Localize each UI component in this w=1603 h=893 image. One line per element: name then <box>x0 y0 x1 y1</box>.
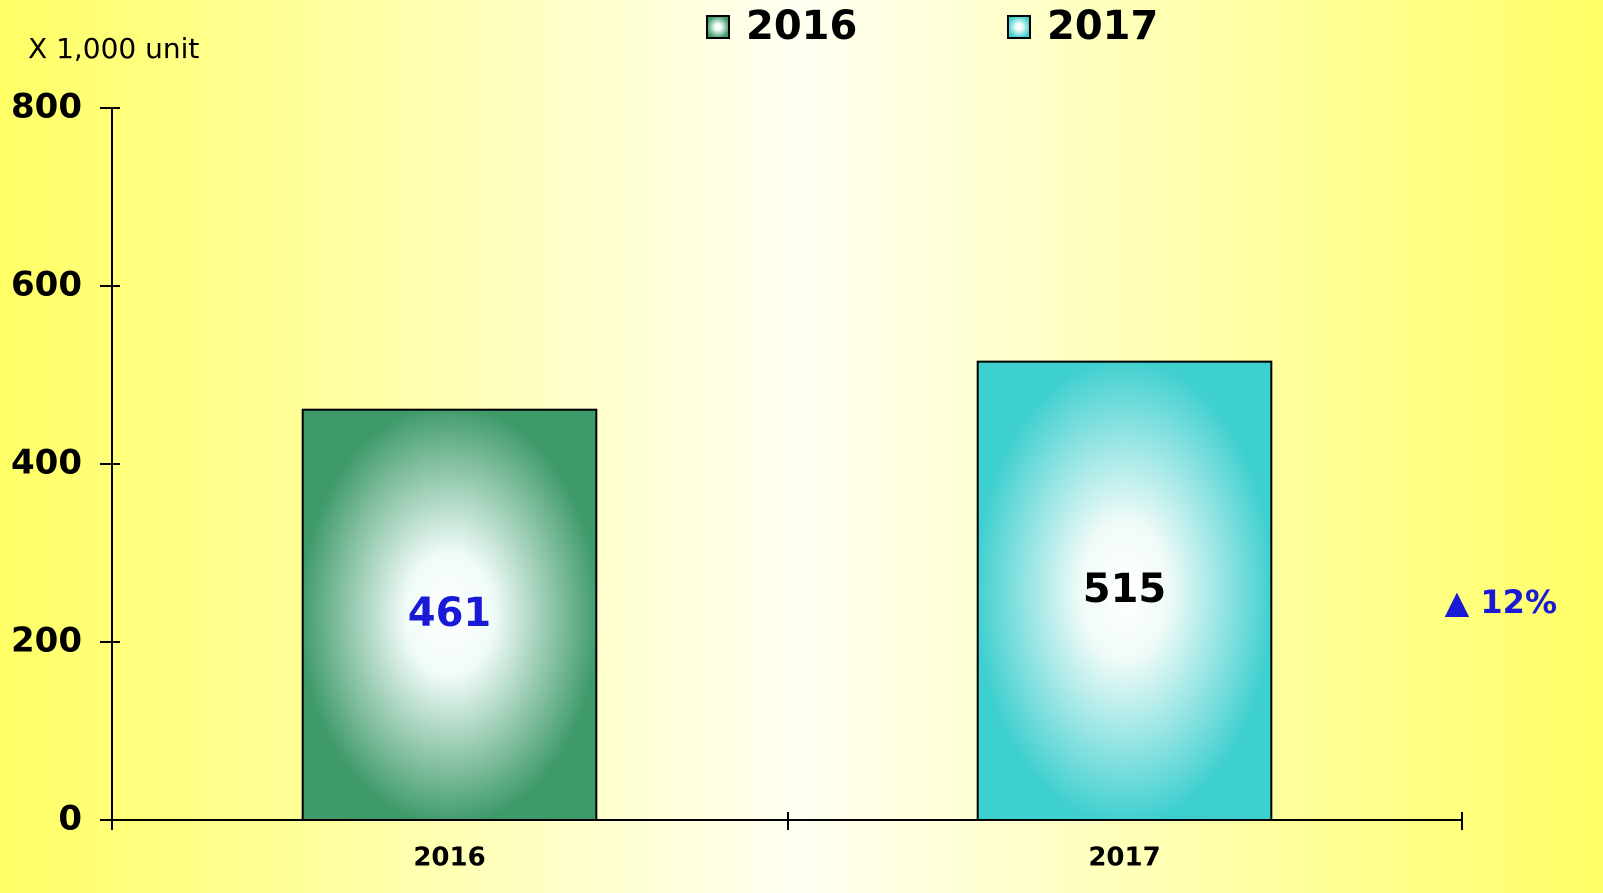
data-label: 515 <box>1083 566 1167 612</box>
y-axis-label: X 1,000 unit <box>28 32 199 65</box>
legend-swatch <box>1007 15 1031 39</box>
bar <box>976 360 1273 821</box>
y-tick-label: 200 <box>11 621 82 661</box>
x-tick-label: 2016 <box>413 843 485 873</box>
bar <box>301 408 598 821</box>
legend-label: 2016 <box>746 3 857 49</box>
y-tick-label: 400 <box>11 443 82 483</box>
x-tick-label: 2017 <box>1088 843 1160 873</box>
y-tick-label: 800 <box>11 87 82 127</box>
legend-label: 2017 <box>1047 3 1158 49</box>
data-label: 461 <box>408 590 492 636</box>
annotation: ▲ 12% <box>1445 583 1557 621</box>
y-tick-label: 600 <box>11 265 82 305</box>
legend-swatch <box>706 15 730 39</box>
y-tick-label: 0 <box>58 799 82 839</box>
